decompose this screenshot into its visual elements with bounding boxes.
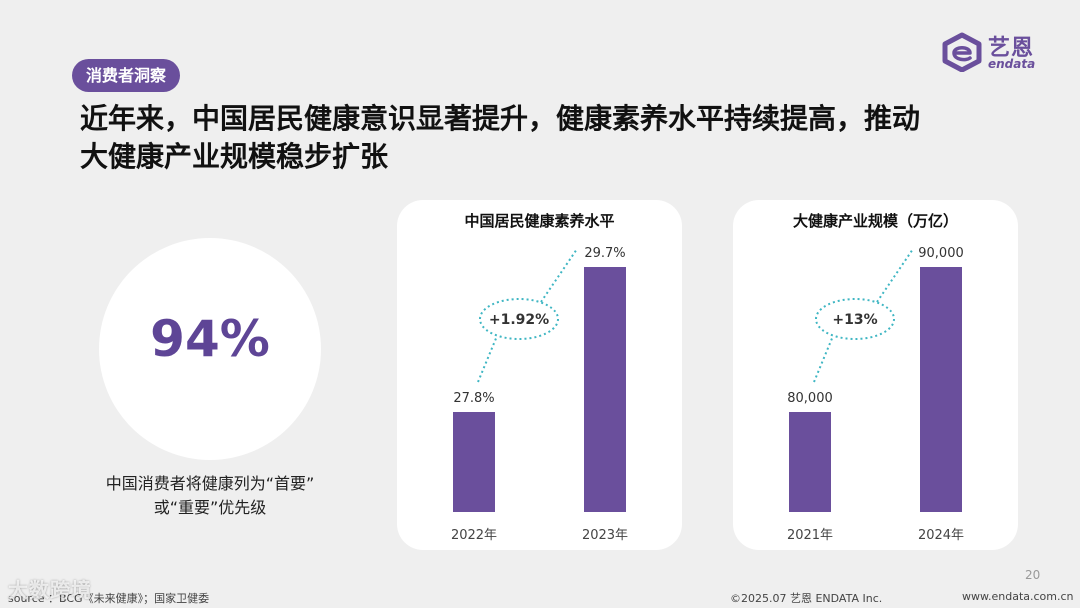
- growth-label: +13%: [832, 312, 877, 328]
- growth-connector: [477, 335, 498, 383]
- x-tick-label: 2021年: [787, 528, 833, 543]
- x-tick-label: 2023年: [582, 528, 628, 543]
- copyright: ©2025.07 艺恩 ENDATA Inc.: [730, 592, 883, 605]
- chart-industry-scale: 80,000 2021年 90,000 2024年 +13%: [787, 246, 964, 543]
- bar: [453, 412, 495, 512]
- x-tick-label: 2024年: [918, 528, 964, 543]
- stat-caption-line-1: 中国消费者将健康列为“首要”: [105, 474, 315, 493]
- bar-value-label: 27.8%: [453, 391, 494, 406]
- watermark: 大数跨境: [8, 578, 92, 602]
- chart-card-health-literacy: 中国居民健康素养水平 27.8% 2022年 29.7% 2023年 +1.92%: [397, 200, 682, 550]
- growth-connector: [813, 335, 834, 383]
- growth-ellipse: [479, 298, 559, 340]
- section-tag: 消费者洞察: [72, 59, 181, 92]
- stat-caption-line-2: 或“重要”优先级: [153, 498, 267, 517]
- growth-connector: [540, 248, 578, 303]
- logo-text-en: endata: [988, 57, 1036, 71]
- stat-circle: 94%: [99, 238, 321, 460]
- source-note: source ：BCG《未来健康》；国家卫健委: [8, 592, 210, 605]
- website: www.endata.com.cn: [962, 590, 1074, 603]
- headline-line-2: 大健康产业规模稳步扩张: [80, 140, 389, 173]
- bar: [789, 412, 831, 512]
- bar: [584, 267, 626, 512]
- growth-ellipse: [815, 298, 895, 340]
- endata-logo: 艺恩 endata: [940, 30, 1050, 75]
- page-headline: 近年来，中国居民健康意识显著提升，健康素养水平持续提高，推动 大健康产业规模稳步…: [80, 100, 1040, 176]
- endata-logo-icon: [942, 32, 982, 72]
- chart-title: 大健康产业规模（万亿）: [792, 212, 958, 230]
- chart-title: 中国居民健康素养水平: [464, 212, 615, 230]
- bar-value-label: 90,000: [918, 246, 964, 261]
- page-number: 20: [1025, 568, 1041, 582]
- stat-value: 94%: [150, 310, 270, 368]
- bar-value-label: 29.7%: [584, 246, 625, 261]
- growth-label: +1.92%: [489, 312, 549, 328]
- chart-card-industry-scale: 大健康产业规模（万亿） 80,000 2021年 90,000 2024年 +13%: [733, 200, 1018, 550]
- bar: [920, 267, 962, 512]
- headline-line-1: 近年来，中国居民健康意识显著提升，健康素养水平持续提高，推动: [80, 102, 921, 135]
- chart-health-literacy: 27.8% 2022年 29.7% 2023年 +1.92%: [451, 246, 628, 543]
- growth-connector: [876, 248, 914, 303]
- bar-value-label: 80,000: [787, 391, 833, 406]
- logo-text-cn: 艺恩: [988, 36, 1035, 61]
- x-tick-label: 2022年: [451, 528, 497, 543]
- stat-caption: 中国消费者将健康列为“首要” 或“重要”优先级: [60, 472, 360, 520]
